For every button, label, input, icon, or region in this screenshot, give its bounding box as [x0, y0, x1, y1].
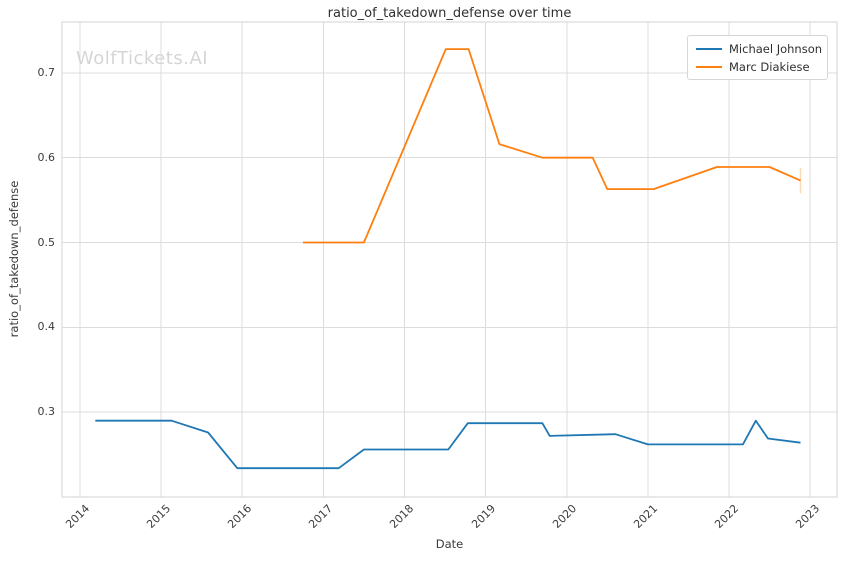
- plot-border: [61, 21, 838, 498]
- y-tick-label: 0.3: [37, 405, 56, 419]
- y-tick-label: 0.7: [37, 65, 56, 79]
- legend-line-swatch-blue: [696, 47, 722, 50]
- y-tick-label: 0.5: [37, 235, 56, 249]
- y-tick-label: 0.6: [37, 150, 56, 164]
- legend-item-michael-johnson: Michael Johnson: [696, 41, 823, 56]
- legend: Michael Johnson Marc Diakiese: [687, 35, 828, 80]
- legend-label-marc-diakiese: Marc Diakiese: [729, 59, 810, 74]
- y-axis-label: ratio_of_takedown_defense: [7, 180, 21, 338]
- legend-item-marc-diakiese: Marc Diakiese: [696, 59, 819, 74]
- legend-label-michael-johnson: Michael Johnson: [729, 41, 823, 56]
- chart-title: ratio_of_takedown_defense over time: [327, 6, 572, 21]
- x-axis-label: Date: [435, 537, 464, 551]
- series-line-marc-diakiese: [303, 48, 801, 244]
- series-line-michael-johnson: [95, 419, 801, 470]
- legend-line-swatch-orange: [696, 65, 722, 68]
- y-tick-label: 0.4: [37, 320, 56, 334]
- watermark-text: WolfTickets.AI: [76, 48, 209, 69]
